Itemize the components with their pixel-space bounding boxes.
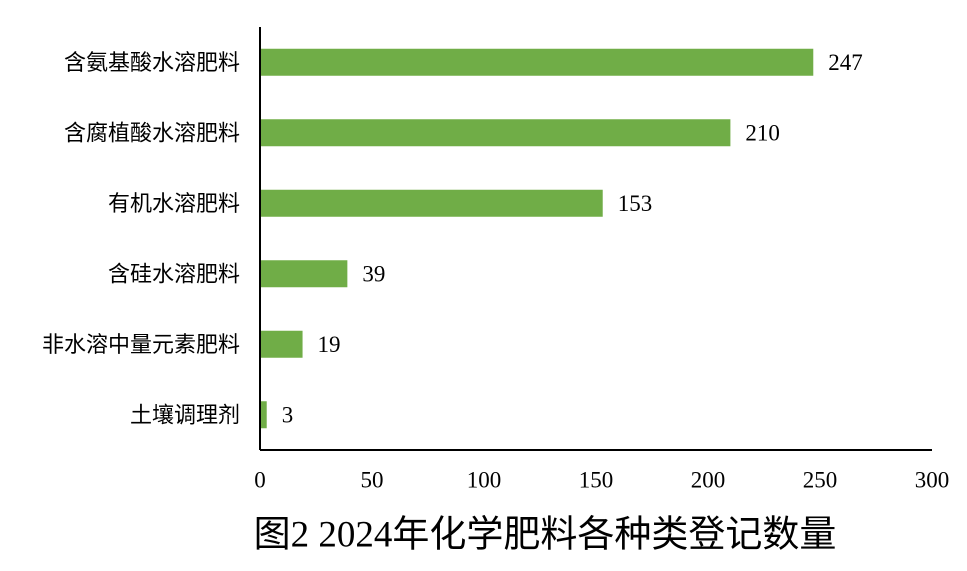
data-label: 39 — [362, 261, 385, 286]
data-label: 153 — [618, 191, 653, 216]
x-tick-label: 50 — [361, 468, 384, 493]
x-tick-label: 150 — [579, 468, 614, 493]
data-label: 247 — [828, 50, 863, 75]
data-label: 210 — [745, 120, 780, 145]
data-labels-group: 247 210 153 39 19 3 — [282, 50, 863, 428]
bars-group — [260, 48, 814, 429]
x-tick-label: 300 — [915, 468, 950, 493]
bar — [260, 330, 303, 358]
bar — [260, 48, 814, 76]
x-tick-label: 100 — [467, 468, 502, 493]
bar — [260, 119, 731, 147]
data-label: 19 — [318, 332, 341, 357]
category-label: 含腐植酸水溶肥料 — [64, 120, 240, 145]
category-label: 有机水溶肥料 — [108, 191, 240, 216]
x-tick-label: 250 — [803, 468, 838, 493]
category-label: 非水溶中量元素肥料 — [42, 332, 240, 357]
chart-title: 图2 2024年化学肥料各种类登记数量 — [254, 514, 837, 556]
bar — [260, 189, 603, 217]
category-label: 土壤调理剂 — [130, 402, 240, 427]
category-label: 含氨基酸水溶肥料 — [64, 50, 240, 75]
data-label: 3 — [282, 402, 294, 427]
x-tick-labels-group: 0 50 100 150 200 250 300 — [254, 468, 949, 493]
x-tick-label: 0 — [254, 468, 266, 493]
axes-group — [259, 27, 932, 451]
x-tick-label: 200 — [691, 468, 726, 493]
category-labels-group: 含氨基酸水溶肥料含腐植酸水溶肥料有机水溶肥料含硅水溶肥料非水溶中量元素肥料土壤调… — [42, 50, 240, 428]
bar — [260, 401, 267, 429]
bar — [260, 260, 348, 288]
category-label: 含硅水溶肥料 — [108, 261, 240, 286]
